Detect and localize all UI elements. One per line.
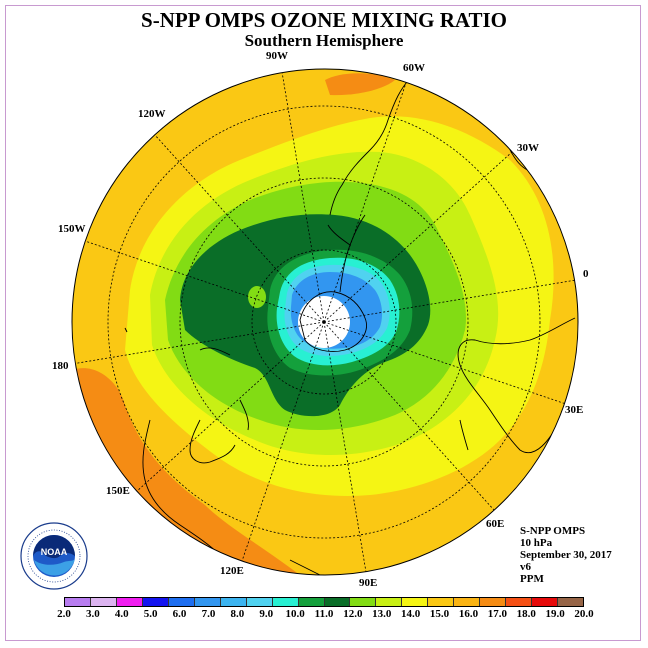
colorbar-swatch-0 xyxy=(65,598,91,606)
info-block: S-NPP OMPS 10 hPa September 30, 2017 v6 … xyxy=(520,525,612,585)
colorbar-tick-5: 7.0 xyxy=(201,608,216,620)
colorbar-tick-14: 16.0 xyxy=(458,608,479,620)
colorbar-tick-10: 12.0 xyxy=(343,608,363,620)
colorbar-swatch-11 xyxy=(350,598,377,606)
lon-label-30e: 30E xyxy=(565,404,584,416)
colorbar-swatch-8 xyxy=(272,598,299,606)
colorbar-swatch-2 xyxy=(116,598,143,606)
colorbar-tick-3: 5.0 xyxy=(143,608,158,620)
lon-label-90e: 90E xyxy=(359,577,378,589)
noaa-logo-icon: NOAA xyxy=(20,522,88,590)
lon-label-150w: 150W xyxy=(58,223,86,235)
colorbar-tick-8: 10.0 xyxy=(285,608,305,620)
map-boundary xyxy=(71,68,579,576)
colorbar-swatch-18 xyxy=(532,598,559,606)
colorbar-tick-4: 6.0 xyxy=(172,608,187,620)
colorbar-swatch-7 xyxy=(246,598,273,606)
lon-label-180: 180 xyxy=(52,360,69,372)
colorbar-tick-17: 19.0 xyxy=(545,608,565,620)
colorbar-tick-2: 4.0 xyxy=(114,608,129,620)
info-level: 10 hPa xyxy=(520,537,553,549)
colorbar-swatch-12 xyxy=(376,598,403,606)
colorbar-swatch-1 xyxy=(90,598,117,606)
lon-label-150e: 150E xyxy=(106,485,130,497)
lon-label-120w: 120W xyxy=(138,108,166,120)
colorbar-swatch-16 xyxy=(480,598,507,606)
colorbar-swatch-10 xyxy=(324,598,351,606)
lon-label-60w: 60W xyxy=(403,62,425,74)
colorbar-tick-13: 15.0 xyxy=(429,608,450,620)
colorbar-swatch-5 xyxy=(194,598,221,606)
colorbar-tick-9: 11.0 xyxy=(314,608,334,620)
logo-text: NOAA xyxy=(41,547,68,557)
colorbar-swatch-4 xyxy=(168,598,195,606)
colorbar-tick-6: 8.0 xyxy=(230,608,245,620)
page-subtitle: Southern Hemisphere xyxy=(244,31,404,50)
colorbar-tick-0: 2.0 xyxy=(57,608,71,620)
page-title: S-NPP OMPS OZONE MIXING RATIO xyxy=(141,8,507,32)
colorbar-tick-11: 13.0 xyxy=(372,608,392,620)
colorbar-tick-7: 9.0 xyxy=(259,608,274,620)
lon-label-30w: 30W xyxy=(517,142,539,154)
lon-label-0: 0 xyxy=(583,268,589,280)
colorbar-ticks: 2.0 3.0 4.0 5.0 6.0 7.0 8.0 9.0 10.0 11.0 12.0 13.0… xyxy=(0,608,648,622)
lon-label-60e: 60E xyxy=(486,518,505,530)
colorbar-tick-16: 18.0 xyxy=(516,608,536,620)
info-version: v6 xyxy=(520,561,531,573)
colorbar-swatch-13 xyxy=(402,598,429,606)
info-date: September 30, 2017 xyxy=(520,549,612,561)
colorbar xyxy=(64,597,584,607)
lon-label-120e: 120E xyxy=(220,565,244,577)
colorbar-tick-15: 17.0 xyxy=(487,608,507,620)
colorbar-swatch-3 xyxy=(142,598,169,606)
lon-label-90w: 90W xyxy=(266,50,288,62)
colorbar-swatch-15 xyxy=(454,598,481,606)
colorbar-tick-18: 20.0 xyxy=(574,608,594,620)
ozone-island xyxy=(248,286,266,308)
graticule xyxy=(72,71,577,573)
colorbar-swatch-6 xyxy=(220,598,247,606)
ozone-field-17-north xyxy=(325,73,395,96)
colorbar-tick-12: 14.0 xyxy=(401,608,421,620)
colorbar-swatch-14 xyxy=(428,598,455,606)
colorbar-swatch-17 xyxy=(506,598,533,606)
colorbar-swatch-19 xyxy=(558,598,584,606)
info-instrument: S-NPP OMPS xyxy=(520,525,586,537)
colorbar-tick-1: 3.0 xyxy=(86,608,100,620)
colorbar-swatch-9 xyxy=(298,598,325,606)
info-units: PPM xyxy=(520,573,544,585)
